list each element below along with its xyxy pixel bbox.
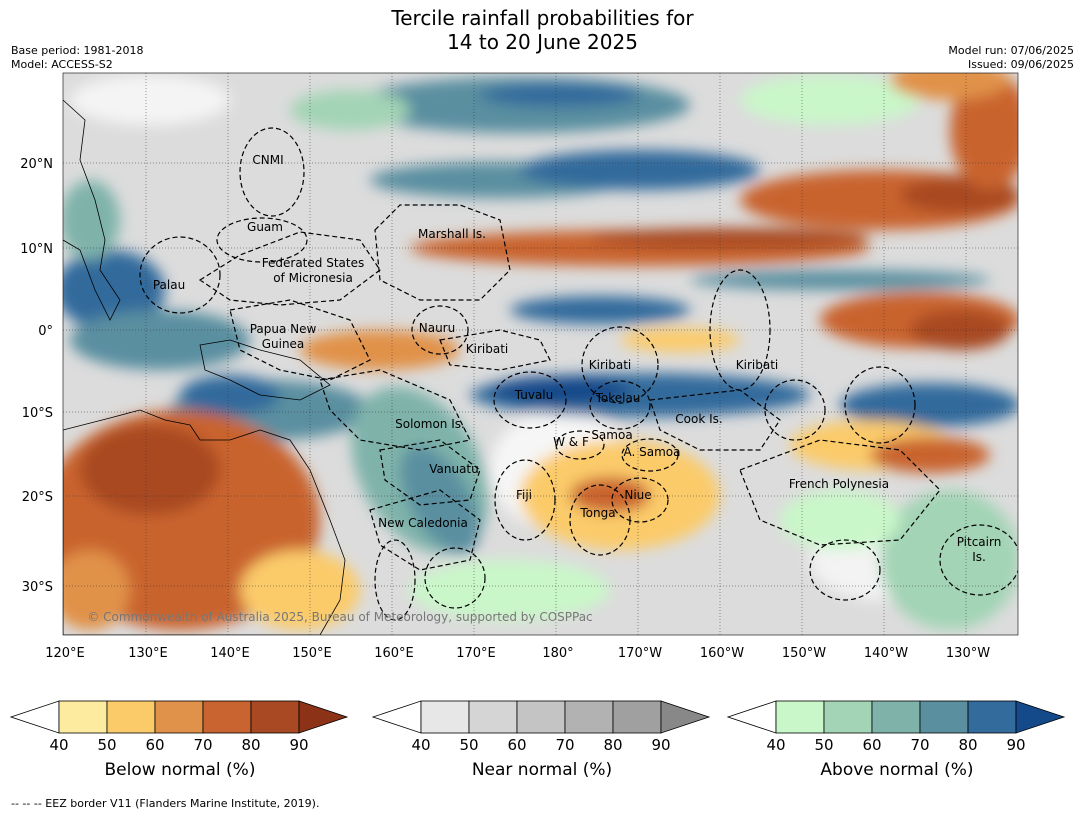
region-label: Federated States <box>262 256 364 270</box>
colorbar: 40 50 60 70 80 90 <box>10 700 349 754</box>
colorbar-tick: 70 <box>555 736 574 754</box>
colorbar-tick: 60 <box>145 736 164 754</box>
colorbar-tick: 40 <box>766 736 785 754</box>
region-label: Tokelau <box>595 391 641 405</box>
lat-tick-label: 0° <box>38 324 53 339</box>
region-label: Pitcairn <box>957 535 1002 549</box>
colorbar-tick: 80 <box>603 736 622 754</box>
lon-tick-label: 170°W <box>618 646 662 661</box>
colorbar-tick: 50 <box>97 736 116 754</box>
colorbar-tick: 60 <box>507 736 526 754</box>
lat-tick-label: 10°S <box>22 406 53 421</box>
lat-tick-label: 30°S <box>22 580 53 595</box>
region-label: Marshall Is. <box>418 227 486 241</box>
lat-tick-label: 20°S <box>22 490 53 505</box>
region-label: CNMI <box>252 153 283 167</box>
colorbar-tick: 50 <box>814 736 833 754</box>
region-label: Samoa <box>591 428 632 442</box>
lon-tick-label: 150°E <box>292 646 332 661</box>
region-label: Kiribati <box>466 342 508 356</box>
region-label: A. Samoa <box>624 445 681 459</box>
issued-text: Issued: 09/06/2025 <box>967 58 1074 71</box>
lat-tick-label: 20°N <box>20 157 53 172</box>
map-title: Tercile rainfall probabilities for 14 to… <box>0 6 1085 54</box>
region-label: New Caledonia <box>378 516 468 530</box>
colorbar-tick: 70 <box>193 736 212 754</box>
probability-field <box>63 73 1018 635</box>
region-label: Niue <box>624 488 651 502</box>
lon-tick-label: 140°E <box>210 646 250 661</box>
region-label: Nauru <box>419 321 455 335</box>
colorbar-tick: 70 <box>910 736 929 754</box>
colorbar: 40 50 60 70 80 90 <box>727 700 1066 754</box>
asia-coastline <box>63 99 121 321</box>
lon-tick-label: 150°W <box>782 646 826 661</box>
latitude-ticks: 20°N 10°N 0° 10°S 20°S 30°S <box>20 157 53 595</box>
region-label: of Micronesia <box>273 271 353 285</box>
eez-footnote: -- -- -- EEZ border V11 (Flanders Marine… <box>11 797 320 810</box>
region-label: Tonga <box>579 506 615 520</box>
new-guinea-coastline <box>199 339 331 401</box>
region-label: Kiribati <box>736 358 778 372</box>
australia-coastline <box>63 409 346 635</box>
colorbar-tick: 80 <box>241 736 260 754</box>
region-label: Guinea <box>262 337 305 351</box>
longitude-ticks: 120°E 130°E 140°E 150°E 160°E 170°E 180° 170°W 1… <box>45 646 990 661</box>
meta-right: Model run: 07/06/2025 Issued: 09/06/2025 <box>948 44 1074 72</box>
region-label: Kiribati <box>589 358 631 372</box>
lon-tick-label: 180° <box>542 646 573 661</box>
model-text: Model: ACCESS-S2 <box>11 58 113 71</box>
region-label: French Polynesia <box>789 477 889 491</box>
colorbar-tick: 40 <box>49 736 68 754</box>
graticule <box>63 73 1018 635</box>
region-label: Fiji <box>516 488 532 502</box>
lon-tick-label: 170°E <box>456 646 496 661</box>
colorbar-caption: Below normal (%) <box>104 760 256 780</box>
colorbar-caption: Near normal (%) <box>471 760 613 780</box>
region-label: Solomon Is. <box>395 417 465 431</box>
lon-tick-label: 140°W <box>864 646 908 661</box>
colorbar-tick: 90 <box>651 736 670 754</box>
colorbar-tick: 40 <box>411 736 430 754</box>
colorbar-caption: Above normal (%) <box>820 760 974 780</box>
meta-left: Base period: 1981-2018 Model: ACCESS-S2 <box>11 44 143 72</box>
lat-tick-label: 10°N <box>20 242 53 257</box>
region-label: Is. <box>972 550 986 564</box>
region-label: Palau <box>153 278 185 292</box>
title-line-1: Tercile rainfall probabilities for <box>391 6 694 30</box>
region-label: Papua New <box>250 322 317 336</box>
colorbar-tick: 50 <box>459 736 478 754</box>
lon-tick-label: 160°W <box>700 646 744 661</box>
lon-tick-label: 160°E <box>374 646 414 661</box>
region-label: Cook Is. <box>675 412 722 426</box>
colorbar-tick: 90 <box>1006 736 1025 754</box>
colorbar-tick: 80 <box>958 736 977 754</box>
region-label: Guam <box>247 220 283 234</box>
eez-borders <box>139 127 1018 621</box>
lon-tick-label: 130°W <box>946 646 990 661</box>
colorbar-tick: 60 <box>862 736 881 754</box>
model-run-text: Model run: 07/06/2025 <box>948 44 1074 57</box>
region-label: W & F <box>553 435 589 449</box>
colorbar-tick: 90 <box>289 736 308 754</box>
region-label: Tuvalu <box>514 388 554 402</box>
lon-tick-label: 120°E <box>45 646 85 661</box>
copyright-text: © Commonwealth of Australia 2025, Bureau… <box>87 610 592 624</box>
colorbar: 40 50 60 70 80 90 <box>372 700 711 754</box>
region-label: Vanuatu <box>429 462 479 476</box>
title-line-2: 14 to 20 June 2025 <box>447 30 638 54</box>
base-period-text: Base period: 1981-2018 <box>11 44 144 57</box>
lon-tick-label: 130°E <box>128 646 168 661</box>
